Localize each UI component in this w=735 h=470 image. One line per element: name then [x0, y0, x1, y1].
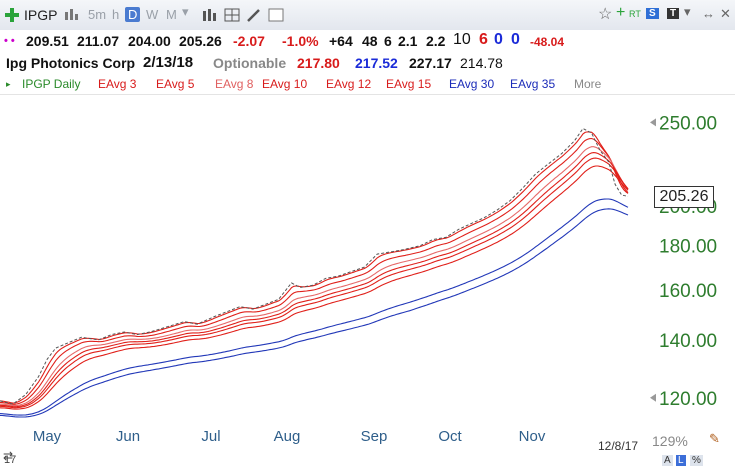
high-value: 211.07: [77, 33, 120, 49]
expand-icon[interactable]: ↔: [702, 6, 715, 21]
x-tick-label: Sep: [361, 428, 388, 445]
legend-dropdown-icon[interactable]: ▸: [6, 79, 11, 89]
chevron-down-icon[interactable]: ▾: [684, 4, 691, 19]
window-icon[interactable]: [268, 8, 284, 22]
x-tick-label: Jun: [116, 428, 140, 445]
toolbar: IPGP 5m h D W M ▾ ☆ + RT S T ▾ ↔ ✕: [0, 0, 735, 31]
zoom-level[interactable]: 129%: [652, 433, 688, 449]
optionable-label: Optionable: [213, 55, 287, 71]
dropdown-icon[interactable]: ▾: [182, 4, 189, 19]
legend-eavg10[interactable]: EAvg 10: [262, 77, 308, 91]
close-value: 205.26: [179, 33, 222, 49]
axis-pointer-icon: [650, 118, 656, 127]
y-tick-label: 250.00: [659, 113, 717, 134]
plus-icon[interactable]: +: [616, 4, 626, 21]
symbol-label[interactable]: IPGP: [24, 7, 58, 23]
pct-badge[interactable]: %: [690, 455, 703, 466]
x-tick-label: May: [33, 428, 62, 445]
last-date-label: 12/8/17: [598, 439, 639, 453]
axis-pointer-icon: [650, 393, 656, 402]
close-icon[interactable]: ✕: [720, 6, 731, 21]
star-icon[interactable]: ☆: [598, 6, 613, 23]
refresh-icon[interactable]: ⇄: [3, 449, 14, 463]
y-tick-label: 140.00: [659, 331, 717, 352]
x-tick-label: Aug: [274, 428, 301, 445]
change-pct-value: -1.0%: [282, 33, 319, 49]
stat-3: 6: [384, 33, 392, 49]
stat-6: 10: [453, 31, 471, 48]
l-badge[interactable]: L: [676, 455, 686, 466]
last-price-box: 205.26: [654, 186, 714, 208]
rt-badge: RT: [629, 9, 641, 19]
legend-eavg8[interactable]: EAvg 8: [215, 77, 254, 91]
interval-w[interactable]: W: [146, 7, 159, 22]
stat-2: 48: [362, 33, 378, 49]
low-value: 204.00: [128, 33, 171, 49]
stat-4: 2.1: [398, 33, 418, 49]
series-line-eavg-35: [0, 208, 629, 418]
info-value-2: 217.52: [355, 55, 398, 71]
series-line-eavg-15: [0, 165, 629, 410]
legend-row: ▸ IPGP Daily EAvg 3 EAvg 5 EAvg 8 EAvg 1…: [0, 74, 735, 95]
company-name: Ipg Photonics Corp: [6, 55, 136, 71]
a-badge[interactable]: A: [662, 455, 673, 466]
open-value: 209.51: [26, 33, 69, 49]
interval-5m[interactable]: 5m: [88, 7, 107, 22]
info-row: Ipg Photonics Corp 2/13/18 Optionable 21…: [0, 52, 735, 74]
y-tick-label: 180.00: [659, 237, 717, 258]
legend-eavg5[interactable]: EAvg 5: [156, 77, 195, 91]
bottom-left-label: 17: [4, 454, 17, 466]
stat-1: +64: [329, 33, 353, 49]
interval-h[interactable]: h: [112, 7, 120, 22]
more-dots-icon[interactable]: • •: [4, 35, 15, 47]
legend-more[interactable]: More: [574, 77, 602, 91]
stat-7: 6: [479, 31, 488, 48]
series-line-eavg-12: [0, 157, 629, 409]
series-line-eavg-3: [0, 131, 629, 404]
stat-10: -48.04: [530, 35, 565, 49]
series-line-eavg-5: [0, 137, 629, 405]
legend-eavg3[interactable]: EAvg 3: [98, 77, 137, 91]
interval-m[interactable]: M: [166, 7, 177, 22]
stat-8: 0: [494, 31, 503, 48]
grid-icon[interactable]: [224, 8, 240, 22]
interval-d[interactable]: D: [125, 7, 141, 22]
s-badge[interactable]: S: [646, 8, 659, 19]
x-tick-label: Jul: [201, 428, 220, 445]
legend-eavg15[interactable]: EAvg 15: [386, 77, 432, 91]
y-tick-label: 160.00: [659, 281, 717, 302]
series-line-eavg-30: [0, 198, 629, 416]
legend-daily[interactable]: IPGP Daily: [22, 77, 81, 91]
change-value: -2.07: [233, 33, 265, 49]
info-date: 2/13/18: [143, 54, 194, 71]
series-line-eavg-8: [0, 146, 629, 407]
quote-row: • • 209.51 211.07 204.00 205.26 -2.07 -1…: [0, 30, 735, 52]
t-badge[interactable]: T: [667, 8, 680, 19]
stat-5: 2.2: [426, 33, 446, 49]
legend-eavg30[interactable]: EAvg 30: [449, 77, 495, 91]
x-tick-label: Nov: [519, 428, 546, 445]
info-value-3: 227.17: [409, 55, 452, 71]
legend-eavg12[interactable]: EAvg 12: [326, 77, 372, 91]
legend-eavg35[interactable]: EAvg 35: [510, 77, 556, 91]
pencil-icon[interactable]: [246, 8, 262, 22]
series-line-eavg-10: [0, 152, 629, 408]
bars-icon[interactable]: [202, 8, 218, 22]
info-value-4: 214.78: [460, 55, 503, 71]
price-line: [0, 127, 629, 405]
stat-9: 0: [511, 31, 520, 48]
y-tick-label: 120.00: [659, 389, 717, 410]
chart-type-icon[interactable]: [64, 8, 80, 22]
x-tick-label: Oct: [438, 428, 462, 445]
info-value-1: 217.80: [297, 55, 340, 71]
edit-icon[interactable]: ✎: [709, 431, 720, 446]
add-symbol-icon[interactable]: [4, 7, 20, 23]
